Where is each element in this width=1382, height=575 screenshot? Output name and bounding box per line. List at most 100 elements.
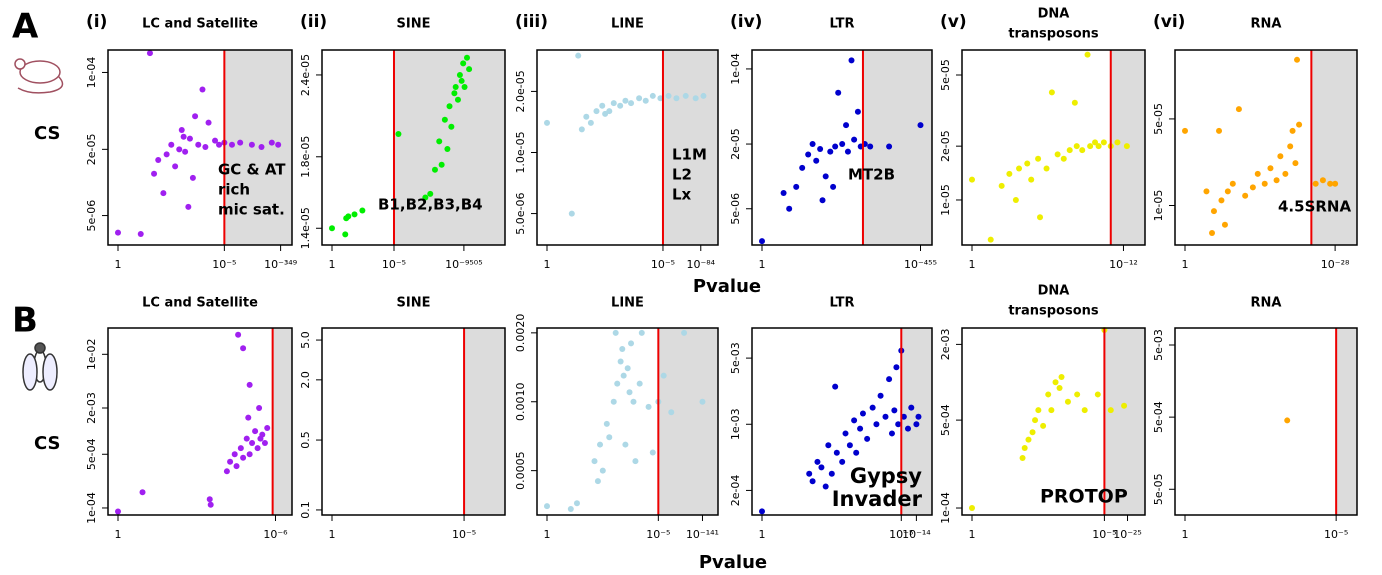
point [877,392,884,399]
point [441,116,448,123]
significance-region [1336,328,1357,515]
point [1100,139,1107,146]
point [888,430,895,437]
point [1058,374,1065,381]
x-tick-label: 10⁻⁵ [1092,528,1116,541]
point [342,231,349,238]
point [622,441,629,448]
point [466,66,473,73]
plot-frame [536,327,719,516]
point [1273,177,1280,184]
panel-label: (iv) [730,12,762,32]
point [246,381,253,388]
x-tick-label: 10⁻⁵ [212,258,236,271]
point [1048,407,1055,414]
point [155,156,162,163]
point [891,407,898,414]
point [649,449,656,456]
y-tick-label: 1e-04 [85,492,98,524]
point [904,425,911,432]
point [427,190,434,197]
y-tick-label: 5e-03 [729,342,742,374]
y-tick-label: 0.0010 [514,382,527,421]
point [626,389,633,396]
point [448,123,455,130]
point [636,95,643,102]
point [867,143,874,150]
x-tick-label: 10⁻²⁸ [1321,258,1350,271]
point [207,501,214,508]
point [1332,180,1339,187]
annotation: mic sat. [218,201,285,219]
point [632,458,639,465]
y-tick-label: 2e-03 [85,392,98,424]
point [673,95,680,102]
point [1006,170,1013,177]
point [839,458,846,465]
point [822,483,829,490]
y-tick-label: 1e-04 [85,57,98,89]
point [458,77,465,84]
significance-region [1311,50,1357,245]
y-tick-label: 2e-05 [939,130,952,162]
y-tick-label: 1.8e-05 [299,136,312,178]
point [587,119,594,126]
point [1043,165,1050,172]
point [1294,56,1301,63]
point [814,458,821,465]
point [139,489,146,496]
panel-title: DNA [1038,284,1070,299]
point [617,358,624,365]
annotation: Gypsy [850,464,922,488]
point [1092,139,1099,146]
point [573,500,580,507]
y-tick-label: 0.1 [299,501,312,519]
point [1066,147,1073,154]
point [446,103,453,110]
point [451,90,458,97]
point [249,440,256,447]
panel-label: (iii) [515,12,548,32]
panel-title: transposons [1008,304,1099,319]
y-tick-label: 5e-05 [939,59,952,91]
point [614,380,621,387]
point [759,508,765,515]
annotation: MT2B [848,166,895,184]
point [182,148,189,155]
point [163,151,170,158]
point [806,470,813,477]
panel-title: LINE [611,17,644,32]
point [1087,143,1094,150]
panel-title: LINE [611,296,644,311]
point [638,329,645,336]
point [780,190,787,197]
y-tick-label: 2.4e-05 [299,54,312,96]
y-tick-label: 5.0e-06 [514,192,527,234]
point [597,441,604,448]
point [591,458,598,465]
panel-label: (vi) [1153,12,1185,32]
point [1052,379,1059,386]
point [172,163,179,170]
significance-region [464,328,505,515]
panel-title: SINE [397,296,431,311]
point [809,478,816,485]
point [1261,180,1268,187]
point [606,108,613,115]
point [460,60,467,67]
x-tick-label: 10⁻¹⁴¹ [686,528,719,541]
point [240,345,247,352]
panel: DNA transposons 1 10⁻⁵10⁻²⁵ 1e-04 5e-04 2e-03 P… [939,284,1146,541]
point [628,100,635,107]
point [759,238,765,245]
point [620,372,627,379]
x-tick-label: 10⁻⁸⁴ [686,258,715,271]
point [1284,417,1291,424]
point [833,449,840,456]
x-tick-label: 10⁻⁴⁵⁵ [904,258,937,271]
point [636,380,643,387]
point [603,420,610,427]
annotation: L2 [672,166,692,184]
point [461,84,468,91]
